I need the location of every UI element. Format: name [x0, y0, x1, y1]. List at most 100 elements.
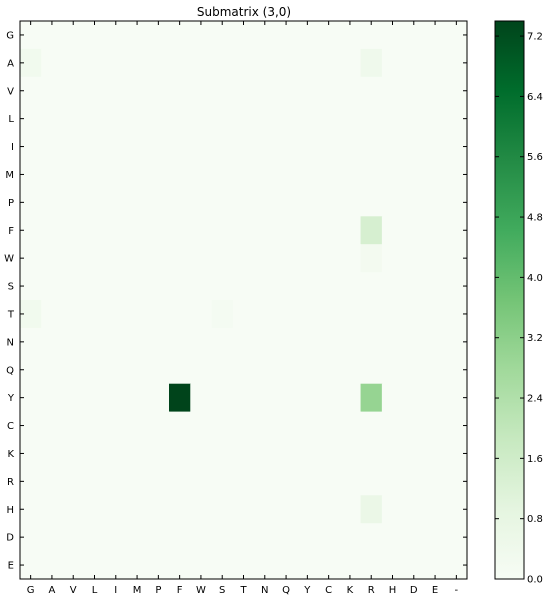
- heatmap-cell: [62, 48, 85, 78]
- heatmap-cell: [211, 216, 234, 245]
- heatmap-cell: [190, 523, 213, 552]
- heatmap-cell: [126, 160, 149, 189]
- heatmap-cell: [190, 495, 213, 524]
- heatmap-cell: [211, 300, 234, 329]
- heatmap-cell: [147, 523, 170, 552]
- heatmap-cell: [360, 160, 383, 189]
- heatmap-cell: [169, 355, 191, 385]
- heatmap-cell: [83, 411, 106, 441]
- y-tick-label: S: [8, 282, 14, 293]
- heatmap-cell: [190, 439, 213, 468]
- heatmap-cell: [62, 132, 85, 162]
- heatmap-cell: [105, 132, 128, 162]
- heatmap-cell: [105, 411, 128, 441]
- heatmap-cell: [339, 300, 362, 329]
- heatmap-cell: [232, 244, 255, 273]
- heatmap-cell: [62, 272, 85, 301]
- heatmap-cell: [424, 76, 447, 106]
- heatmap-cell: [126, 216, 149, 245]
- heatmap-cell: [20, 21, 42, 50]
- heatmap-cell: [147, 76, 170, 106]
- heatmap-cell: [83, 188, 106, 217]
- heatmap-cell: [339, 411, 362, 441]
- y-tick-label: E: [8, 561, 14, 572]
- heatmap-cell: [360, 188, 383, 217]
- heatmap-cell: [169, 411, 191, 441]
- heatmap-cell: [147, 495, 170, 524]
- heatmap-cell: [275, 383, 298, 413]
- heatmap-cell: [360, 467, 383, 496]
- heatmap-cell: [126, 244, 149, 273]
- heatmap-cell: [105, 160, 128, 189]
- heatmap-cell: [403, 327, 426, 357]
- heatmap-cell: [105, 439, 128, 468]
- heatmap-cell: [381, 523, 404, 552]
- y-tick-label: G: [6, 30, 14, 41]
- heatmap-cell: [254, 160, 277, 189]
- heatmap-cell: [360, 439, 383, 468]
- heatmap-cell: [254, 188, 277, 217]
- heatmap-cell: [20, 48, 42, 78]
- heatmap-cell: [381, 76, 404, 106]
- heatmap-cell: [232, 132, 255, 162]
- heatmap-cell: [296, 21, 319, 50]
- heatmap-cell: [20, 411, 42, 441]
- heatmap-cell: [339, 327, 362, 357]
- heatmap-cell: [126, 495, 149, 524]
- x-tick-label: -: [455, 585, 459, 596]
- heatmap-cell: [424, 355, 447, 385]
- heatmap-cell: [339, 439, 362, 468]
- heatmap-cell: [20, 160, 42, 189]
- heatmap-cell: [403, 132, 426, 162]
- heatmap-cell: [20, 551, 42, 580]
- heatmap-cell: [296, 160, 319, 189]
- heatmap-cell: [445, 439, 468, 468]
- heatmap-cell: [169, 188, 191, 217]
- heatmap-cell: [275, 523, 298, 552]
- heatmap-cell: [105, 327, 128, 357]
- heatmap-cell: [339, 355, 362, 385]
- heatmap-cell: [41, 48, 64, 78]
- heatmap-cell: [424, 132, 447, 162]
- heatmap-cell: [254, 272, 277, 301]
- x-tick-label: T: [239, 585, 247, 596]
- colorbar-tick-label: 7.2: [527, 32, 543, 43]
- heatmap-cell: [445, 327, 468, 357]
- heatmap-cell: [296, 383, 319, 413]
- heatmap-cell: [105, 383, 128, 413]
- heatmap-cell: [169, 21, 191, 50]
- heatmap-cell: [296, 300, 319, 329]
- y-tick-label: D: [6, 533, 14, 544]
- heatmap-cell: [41, 272, 64, 301]
- heatmap-cell: [403, 104, 426, 134]
- x-tick-label: P: [155, 585, 161, 596]
- heatmap-cell: [275, 551, 298, 580]
- heatmap-cell: [62, 104, 85, 134]
- heatmap-cell: [318, 160, 340, 189]
- heatmap-cell: [318, 495, 340, 524]
- x-tick-label: R: [368, 585, 375, 596]
- heatmap-cell: [211, 327, 234, 357]
- heatmap-cell: [169, 216, 191, 245]
- heatmap-cell: [445, 272, 468, 301]
- heatmap-cell: [83, 48, 106, 78]
- y-axis: G A V L I M P F W S T N Q Y C K R H D E: [4, 30, 467, 572]
- heatmap-cell: [211, 411, 234, 441]
- heatmap-cell: [20, 104, 42, 134]
- heatmap-cell: [254, 439, 277, 468]
- heatmap-cell: [62, 300, 85, 329]
- heatmap-cell: [62, 327, 85, 357]
- heatmap-cell: [211, 21, 234, 50]
- heatmap-cell: [105, 48, 128, 78]
- heatmap-cell: [190, 355, 213, 385]
- heatmap-cell: [83, 495, 106, 524]
- heatmap-cell: [360, 132, 383, 162]
- heatmap-cell: [62, 76, 85, 106]
- heatmap-cell: [318, 48, 340, 78]
- heatmap-cell: [403, 48, 426, 78]
- heatmap-cell: [403, 160, 426, 189]
- heatmap-cell: [20, 188, 42, 217]
- x-tick-label: F: [177, 585, 183, 596]
- heatmap-cell: [62, 439, 85, 468]
